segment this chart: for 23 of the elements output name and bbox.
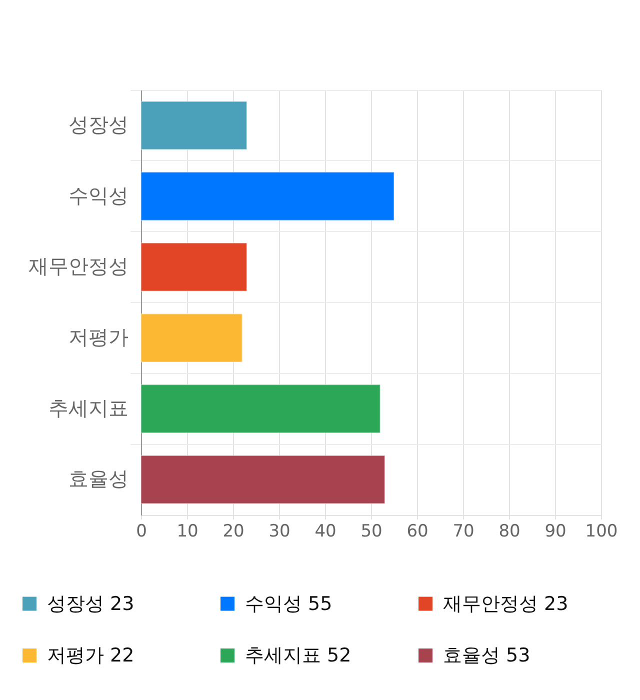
x-tick-label: 100 (585, 522, 618, 542)
legend-label: 효율성 53 (443, 644, 530, 666)
legend-label: 추세지표 52 (245, 644, 352, 666)
y-tick-label: 추세지표 (48, 396, 128, 420)
x-tick-label: 90 (544, 522, 566, 542)
legend-label: 재무안정성 23 (443, 592, 568, 615)
legend-label: 성장성 23 (47, 592, 134, 615)
x-tick-label: 80 (498, 522, 520, 542)
x-tick-label: 70 (452, 522, 474, 542)
x-tick-label: 40 (314, 522, 336, 542)
legend-label: 저평가 22 (47, 644, 134, 666)
y-tick-label: 효율성 (68, 466, 128, 491)
x-tick-label: 30 (268, 522, 290, 542)
legend-label: 수익성 55 (245, 592, 332, 615)
x-tick-label: 0 (136, 522, 147, 542)
y-tick-label: 재무안정성 (28, 254, 128, 278)
x-tick-label: 60 (406, 522, 428, 542)
y-tick-label: 수익성 (68, 183, 128, 208)
x-tick-label: 20 (222, 522, 244, 542)
x-tick-label: 50 (360, 522, 382, 542)
y-tick-label: 저평가 (68, 324, 128, 349)
x-tick-label: 10 (176, 522, 198, 542)
y-tick-label: 성장성 (68, 112, 128, 136)
